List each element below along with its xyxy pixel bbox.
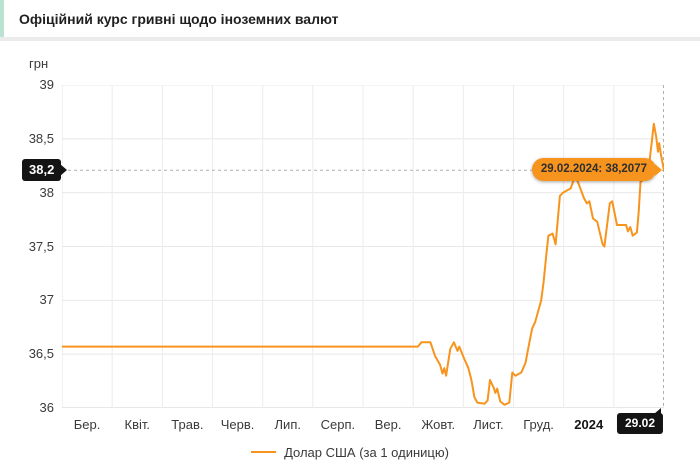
y-tick-label: 37	[39, 292, 54, 308]
y-tick-label: 36	[39, 400, 54, 415]
y-tick-label: 38	[39, 184, 54, 200]
chart-canvas[interactable]	[62, 85, 664, 408]
x-tick-label: Жовт.	[421, 417, 456, 432]
x-tick-label: Квіт.	[124, 417, 151, 432]
legend-series-label: Долар США (за 1 одиницю)	[284, 444, 449, 460]
chart-tooltip: 29.02.2024: 38,2077	[531, 158, 662, 182]
x-tick-label: 2024	[574, 417, 604, 432]
header-divider	[0, 37, 700, 41]
y-tick-label: 37,5	[28, 238, 54, 254]
y-axis-unit-label: грн	[29, 56, 49, 71]
widget-header: Офіційний курс гривні щодо іноземних вал…	[0, 0, 700, 37]
legend-line-swatch-icon	[251, 451, 277, 453]
tooltip-text: 29.02.2024: 38,2077	[540, 163, 647, 176]
badge-pointer-icon	[60, 164, 68, 177]
tooltip-pointer-icon	[655, 163, 662, 176]
current-value-badge: 38,2	[22, 159, 68, 182]
end-date-label: 29.02	[624, 416, 656, 430]
x-tick-label: Серп.	[320, 417, 356, 432]
x-tick-label: Лист.	[473, 417, 504, 432]
page-title: Офіційний курс гривні щодо іноземних вал…	[19, 10, 339, 27]
x-tick-label: Трав.	[171, 417, 204, 432]
x-tick-label: Вер.	[374, 417, 402, 432]
x-tick-label: Бер.	[73, 417, 101, 432]
x-tick-label: Лип.	[274, 417, 301, 432]
chart-legend[interactable]: Долар США (за 1 одиницю)	[0, 443, 700, 461]
y-tick-label: 38,5	[28, 130, 54, 146]
x-tick-label: Черв.	[220, 417, 255, 432]
y-tick-label: 36,5	[28, 346, 54, 362]
end-date-badge: 29.02	[616, 408, 664, 434]
y-tick-label: 39	[39, 77, 54, 92]
x-tick-label: Груд.	[523, 417, 554, 432]
usd-series-line[interactable]	[62, 122, 664, 406]
current-value-label: 38,2	[29, 162, 55, 178]
plot-area[interactable]	[62, 85, 664, 408]
badge-notch-icon	[654, 408, 662, 414]
